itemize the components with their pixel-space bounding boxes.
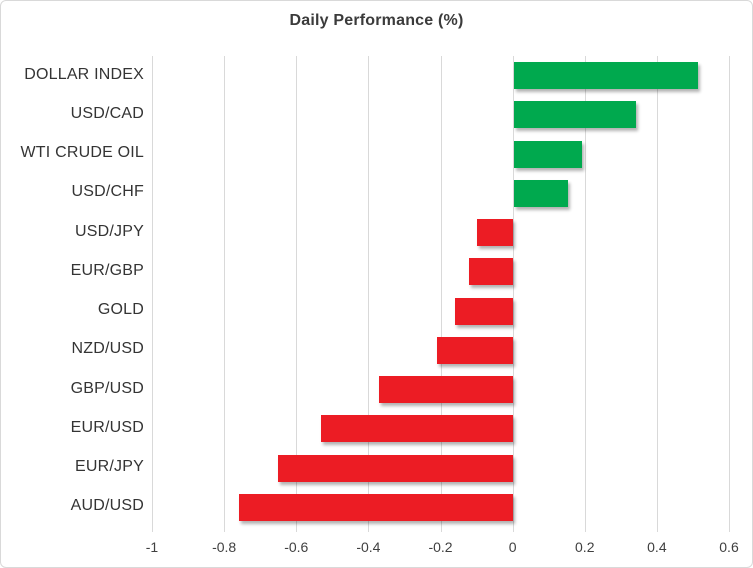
x-tick-label: -0.2	[428, 539, 453, 555]
bar	[379, 376, 513, 404]
category-label: GBP/USD	[70, 379, 144, 397]
gridline	[512, 56, 514, 532]
category-label: AUD/USD	[70, 497, 144, 515]
gridline	[584, 56, 586, 532]
bar	[238, 493, 513, 521]
x-tick-label: 0	[508, 539, 517, 555]
gridline	[656, 56, 658, 532]
x-tick-label: -1	[145, 539, 159, 555]
x-tick-label: 0.6	[719, 539, 739, 555]
category-label: USD/CHF	[71, 183, 144, 201]
bar	[469, 258, 513, 286]
bar	[513, 140, 583, 168]
gridline	[440, 56, 442, 532]
x-tick-label: -0.8	[212, 539, 237, 555]
bar	[513, 101, 637, 129]
x-tick-label: -0.6	[284, 539, 309, 555]
gridline	[152, 56, 153, 532]
gridline	[224, 56, 226, 532]
x-tick-label: 0.4	[647, 539, 667, 555]
chart-title: Daily Performance (%)	[289, 12, 464, 29]
bar	[454, 297, 513, 325]
category-label: NZD/USD	[71, 340, 144, 358]
x-tick-label: -0.4	[356, 539, 381, 555]
gridline	[296, 56, 298, 532]
gridline	[729, 56, 730, 532]
category-label: EUR/JPY	[75, 458, 144, 476]
bar	[476, 219, 513, 247]
category-label: DOLLAR INDEX	[24, 65, 144, 83]
bar	[436, 336, 513, 364]
bar	[278, 454, 513, 482]
category-label: WTI CRUDE OIL	[20, 144, 144, 162]
category-label: GOLD	[97, 301, 144, 319]
category-label: USD/JPY	[75, 222, 144, 240]
bar	[513, 62, 698, 90]
gridline	[368, 56, 370, 532]
bar	[513, 179, 568, 207]
category-label: EUR/USD	[70, 418, 144, 436]
category-label: EUR/GBP	[70, 261, 144, 279]
bar	[321, 415, 513, 443]
category-label: USD/CAD	[70, 104, 144, 122]
x-tick-label: 0.2	[575, 539, 595, 555]
